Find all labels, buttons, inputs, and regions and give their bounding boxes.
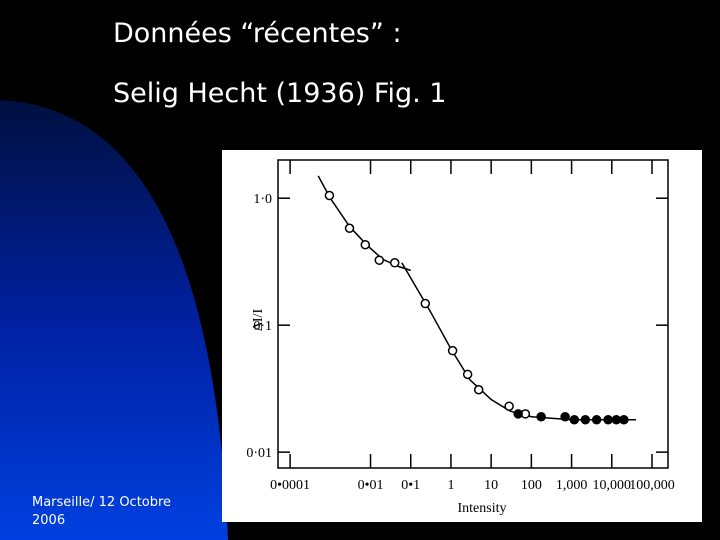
x-tick-label: 100 [521,478,542,493]
y-tick-label: 0·01 [246,446,272,461]
slide-title: Données “récentes” : [113,18,402,49]
y-tick-label: 1·0 [253,192,272,207]
x-tick-label: 1 [447,478,454,493]
data-point [619,414,629,425]
slide-subtitle: Selig Hecht (1936) Fig. 1 [113,78,446,109]
data-point [389,258,400,268]
data-point [603,414,613,425]
data-point [447,345,458,356]
x-tick-label: 10 [484,478,498,493]
data-point [462,369,473,380]
data-point [360,240,371,250]
data-point [569,414,580,425]
data-point [504,401,514,411]
x-tick-label: 0•0001 [270,478,310,493]
x-tick-label: 0•01 [358,478,384,493]
data-point [560,411,570,422]
y-axis-label: ΔI/I [251,309,266,332]
footer: 2006 [32,513,65,528]
data-point [591,414,602,425]
data-point [536,411,546,422]
x-tick-label: 10,000 [593,478,632,493]
data-point [374,255,385,265]
data-point [513,409,523,419]
x-tick-label: 0•1 [401,478,420,493]
y-tick-label: 0·1 [253,319,272,334]
data-point [420,298,431,309]
x-tick-label: 1,000 [556,478,588,493]
x-tick-label: 100,000 [629,478,675,493]
data-point [324,190,335,201]
figure [222,150,702,522]
data-point [473,385,484,395]
data-point [344,223,355,234]
data-point [580,414,591,425]
decoration [0,100,228,540]
x-axis-label: Intensity [458,501,507,516]
plot-frame [277,159,669,469]
footer: Marseille/ 12 Octobre [32,495,171,510]
